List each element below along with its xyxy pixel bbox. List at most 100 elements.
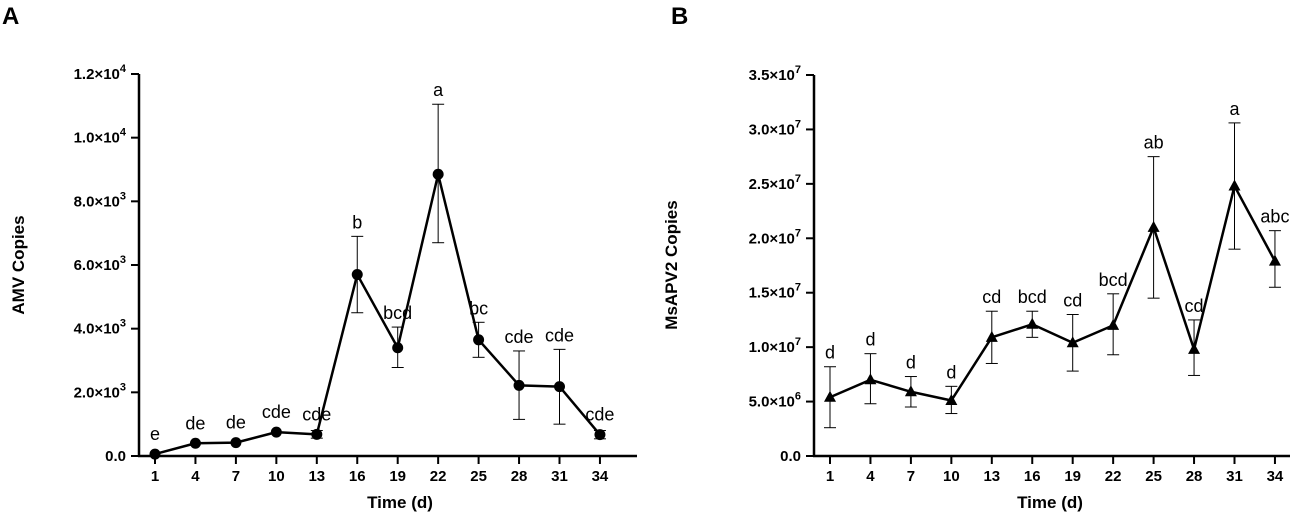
panel-b-significance-label: bcd: [1099, 270, 1128, 290]
panel-b-y-tick-exponent: 7: [795, 64, 801, 76]
panel-a-series-line: [154, 173, 601, 456]
panel-b-y-tick-label: 3.5×107: [749, 64, 801, 84]
panel-b-data-point: [1188, 342, 1201, 354]
panel-b-data-point: [1066, 336, 1079, 348]
panel-b-data-point: [1107, 318, 1120, 330]
panel-b-x-tick-label: 16: [1024, 468, 1041, 485]
panel-a-significance-label: cde: [262, 402, 291, 422]
panel-b-significance-label: abc: [1260, 207, 1289, 227]
panel-a-y-tick-mantissa: 6.0×10: [74, 257, 120, 274]
panel-a-significance-label: b: [352, 212, 362, 232]
panel-b-data-point: [1228, 179, 1241, 191]
panel-a-significance-label: bc: [469, 298, 488, 318]
panel-a-data-point: [270, 426, 282, 438]
panel-b-data-point: [985, 330, 998, 342]
panel-b-x-tick-label: 10: [943, 468, 960, 485]
panel-a-x-tick-label: 34: [592, 468, 609, 485]
panel-b-y-tick-label: 2.5×107: [749, 173, 801, 193]
panel-b-data-point: [1147, 220, 1160, 232]
panel-a-y-tick-mantissa: 2.0×10: [74, 384, 120, 401]
panel-b-x-tick-label: 4: [866, 468, 875, 485]
panel-b-y-tick-mantissa: 1.5×10: [749, 285, 795, 302]
panel-a-y-tick-exponent: 4: [120, 127, 127, 139]
panel-a-x-tick-label: 4: [191, 468, 200, 485]
panel-a-data-point: [473, 334, 485, 346]
panel-b-y-tick-label: 2.0×107: [749, 227, 801, 247]
panel-b-y-tick-exponent: 7: [795, 336, 801, 348]
panel-a-y-tick-mantissa: 1.0×10: [74, 130, 120, 147]
panel-a-y-tick-mantissa: 8.0×10: [74, 193, 120, 210]
panel-b-x-tick-label: 19: [1064, 468, 1081, 485]
panel-a-letter: A: [2, 3, 19, 30]
panel-b-x-tick-label: 1: [826, 468, 834, 485]
panel-b-significance-label: d: [865, 330, 875, 350]
panel-b-y-tick-label: 1.0×107: [749, 336, 801, 356]
panel-b-y-tick-label: 0.0: [780, 448, 801, 465]
panel-a-y-tick-exponent: 3: [120, 381, 126, 393]
panel-a-data-point: [189, 437, 201, 449]
panel-b-y-tick-mantissa: 3.0×10: [749, 121, 795, 138]
panel-a-significance-label: bcd: [383, 303, 412, 323]
panel-a-y-tick-mantissa: 4.0×10: [74, 321, 120, 338]
panel-b-y-tick-label: 5.0×106: [749, 391, 801, 411]
panel-b-data-point: [945, 393, 958, 405]
panel-a-y-tick-label: 2.0×103: [74, 381, 126, 401]
panel-a-data-point: [432, 168, 444, 180]
panel-b-y-tick-label: 3.0×107: [749, 118, 801, 138]
panel-a-significance-label: de: [226, 413, 246, 433]
panel-a-plot: 0.02.0×1034.0×1036.0×1038.0×1031.0×1041.…: [74, 63, 615, 485]
panel-b-x-tick-label: 31: [1226, 468, 1243, 485]
panel-a-y-tick-label: 8.0×103: [74, 190, 126, 210]
panel-a-y-tick-exponent: 3: [120, 190, 126, 202]
panel-b-y-tick-exponent: 6: [795, 391, 801, 403]
panel-b-data-point: [904, 385, 917, 397]
panel-b-significance-label: bcd: [1018, 287, 1047, 307]
panel-a-data-point: [513, 379, 525, 391]
panel-b-series-line: [829, 184, 1277, 402]
panel-a-x-tick-label: 13: [308, 468, 325, 485]
panel-a-y-tick-label: 4.0×103: [74, 318, 126, 338]
panel-b-y-tick-exponent: 7: [795, 173, 801, 185]
panel-b-y-tick-exponent: 7: [795, 227, 801, 239]
panel-b-y-tick-exponent: 7: [795, 118, 801, 130]
panel-b-significance-label: cd: [1185, 296, 1204, 316]
panel-a-x-axis-title: Time (d): [367, 493, 433, 512]
panel-b-data-point: [864, 373, 877, 385]
panel-a-x-tick-label: 31: [551, 468, 568, 485]
panel-a-x-tick-label: 22: [430, 468, 447, 485]
panel-a-data-point: [594, 429, 606, 441]
panel-a-data-point: [311, 428, 323, 440]
panel-b-x-tick-label: 28: [1186, 468, 1203, 485]
panel-a-y-tick-label: 0.0: [105, 448, 126, 465]
panel-a-x-tick-label: 28: [511, 468, 528, 485]
panel-b-y-tick-mantissa: 2.0×10: [749, 230, 795, 247]
panel-a-significance-label: a: [433, 80, 444, 100]
panel-a-x-tick-label: 16: [349, 468, 366, 485]
panel-a-x-tick-label: 19: [389, 468, 406, 485]
panel-a-data-point: [392, 342, 404, 354]
panel-b-data-point: [824, 390, 836, 402]
panel-a-significance-label: e: [150, 424, 160, 444]
panel-b-y-axis-title: MsAPV2 Copies: [662, 200, 681, 329]
panel-a-significance-label: cde: [545, 325, 574, 345]
panel-b-x-axis-title: Time (d): [1017, 493, 1083, 512]
panel-b-significance-label: ab: [1144, 133, 1164, 153]
panel-a-significance-label: de: [185, 413, 205, 433]
panel-b-x-tick-label: 22: [1105, 468, 1122, 485]
panel-b-significance-label: d: [906, 353, 916, 373]
panel-b-x-tick-label: 7: [907, 468, 915, 485]
panel-a-y-tick-exponent: 4: [120, 63, 127, 75]
panel-a-y-tick-mantissa: 0.0: [105, 448, 126, 465]
panel-a-data-point: [351, 269, 363, 281]
panel-b-significance-label: cd: [1063, 290, 1082, 310]
panel-b-significance-label: d: [825, 343, 835, 363]
panel-a-x-tick-label: 25: [470, 468, 487, 485]
panel-b-data-point: [1026, 317, 1039, 329]
panel-b-significance-label: d: [946, 362, 956, 382]
panel-a-y-tick-label: 1.0×104: [74, 127, 127, 147]
panel-a-y-tick-label: 1.2×104: [74, 63, 127, 83]
panel-a-significance-label: cde: [585, 405, 614, 425]
panel-a-data-point: [554, 381, 565, 393]
panel-b-y-tick-mantissa: 5.0×10: [749, 394, 795, 411]
panel-a-data-point: [149, 448, 161, 460]
